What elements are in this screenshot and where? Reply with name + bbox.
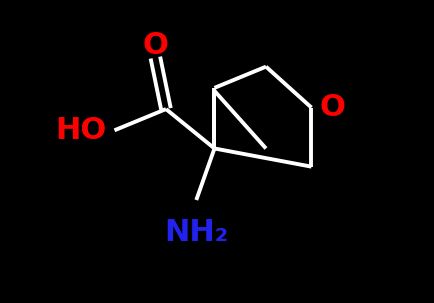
Text: O: O	[142, 31, 168, 60]
Text: HO: HO	[56, 116, 107, 145]
Text: NH₂: NH₂	[164, 218, 228, 247]
Text: O: O	[318, 93, 344, 122]
